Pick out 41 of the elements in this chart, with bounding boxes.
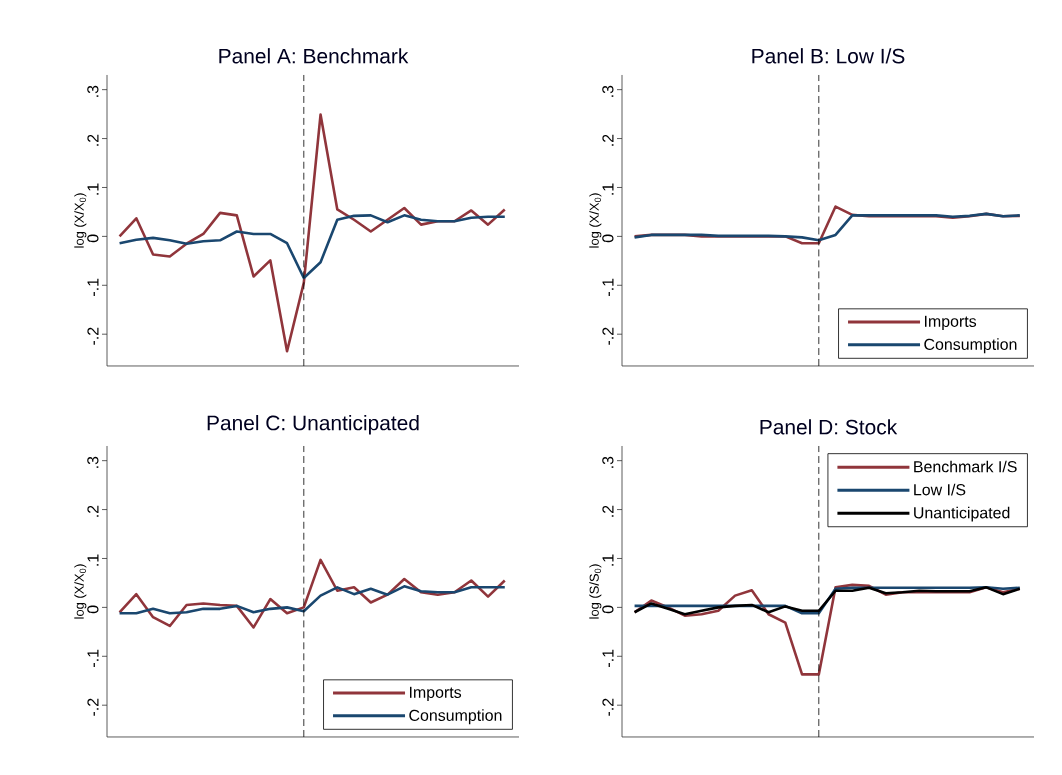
y-tick-label: .2 — [87, 505, 99, 517]
legend-label: Unanticipated — [914, 506, 1010, 522]
chart-title: Panel A: Benchmark — [219, 48, 409, 64]
chart-title: Panel C: Unanticipated — [207, 414, 419, 435]
y-tick-label: 0 — [602, 234, 614, 243]
legend-label: Consumption — [409, 709, 502, 725]
chart-title: Panel B: Low I/S — [752, 48, 905, 64]
y-tick-label: -.2 — [602, 698, 614, 716]
y-tick-label: .1 — [87, 183, 99, 195]
legend-label: Benchmark I/S — [914, 460, 1017, 473]
y-tick-label: .3 — [87, 456, 99, 468]
y-tick-label: 0 — [87, 605, 99, 614]
legend-label: Low I/S — [914, 483, 966, 496]
y-tick-label: -.2 — [87, 698, 99, 716]
y-axis-title: log (X/X$_{0}$) — [74, 193, 87, 248]
y-tick-label: 0 — [87, 234, 99, 243]
legend-label: Consumption — [924, 338, 1017, 354]
line-series — [118, 214, 507, 280]
y-tick-label: -.1 — [602, 649, 614, 667]
y-axis-title: log (X/X$_{0}$) — [589, 193, 602, 248]
y-tick-label: -.2 — [602, 327, 614, 345]
y-axis-title: log (S/S$_{0}$) — [589, 564, 602, 619]
chart-title: Panel D: Stock — [760, 419, 898, 435]
y-tick-label: 0 — [602, 605, 614, 614]
y-tick-label: .2 — [87, 134, 99, 146]
y-tick-label: .1 — [602, 183, 614, 195]
y-tick-label: .1 — [602, 554, 614, 566]
legend-label: Imports — [924, 315, 977, 331]
y-tick-label: .1 — [87, 554, 99, 566]
y-tick-label: .3 — [87, 85, 99, 97]
y-tick-label: -.2 — [87, 327, 99, 345]
y-tick-label: -.1 — [602, 278, 614, 296]
y-tick-label: .3 — [602, 85, 614, 97]
line-series — [118, 113, 507, 353]
y-tick-label: -.1 — [87, 649, 99, 667]
y-tick-label: .3 — [602, 456, 614, 468]
y-tick-label: .2 — [602, 134, 614, 146]
legend-label: Imports — [409, 686, 462, 702]
y-tick-label: -.1 — [87, 278, 99, 296]
y-tick-label: .2 — [602, 505, 614, 517]
y-axis-title: log (X/X$_{0}$) — [74, 564, 87, 619]
